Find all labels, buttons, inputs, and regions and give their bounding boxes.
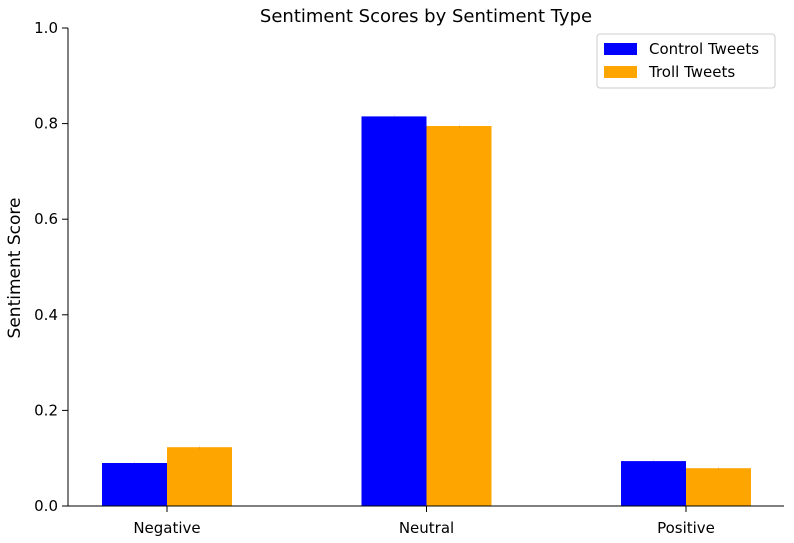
legend-swatch-control-tweets bbox=[604, 43, 637, 55]
bar-control-tweets-positive bbox=[621, 461, 686, 506]
y-tick-label: 0.8 bbox=[34, 115, 58, 133]
legend: Control Tweets Troll Tweets bbox=[596, 33, 776, 89]
bar-control-tweets-neutral bbox=[361, 116, 427, 507]
y-tick-label: 1.0 bbox=[34, 19, 58, 37]
bar-troll-tweets-neutral bbox=[426, 126, 492, 506]
y-tick-label: 0.4 bbox=[34, 306, 58, 324]
legend-swatch-troll-tweets bbox=[604, 66, 637, 78]
bar-troll-tweets-negative bbox=[167, 447, 232, 506]
legend-label-troll-tweets: Troll Tweets bbox=[648, 63, 735, 81]
chart-title: Sentiment Scores by Sentiment Type bbox=[260, 6, 592, 27]
legend-label-control-tweets: Control Tweets bbox=[649, 40, 759, 58]
bar-control-tweets-negative bbox=[102, 463, 167, 506]
x-tick-label-positive: Positive bbox=[657, 519, 715, 537]
bar-troll-tweets-positive bbox=[686, 468, 751, 506]
x-tick-label-neutral: Neutral bbox=[399, 519, 454, 537]
x-tick-label-negative: Negative bbox=[133, 519, 200, 537]
y-tick-label: 0.2 bbox=[34, 401, 58, 419]
plot-area: 0.0 0.2 0.4 0.6 0.8 1.0 Negative Neutral Positiv… bbox=[34, 19, 784, 537]
y-tick-label: 0.0 bbox=[34, 497, 58, 515]
y-axis-label: Sentiment Score bbox=[5, 198, 25, 339]
legend-box bbox=[596, 33, 776, 89]
y-tick-label: 0.6 bbox=[34, 210, 58, 228]
